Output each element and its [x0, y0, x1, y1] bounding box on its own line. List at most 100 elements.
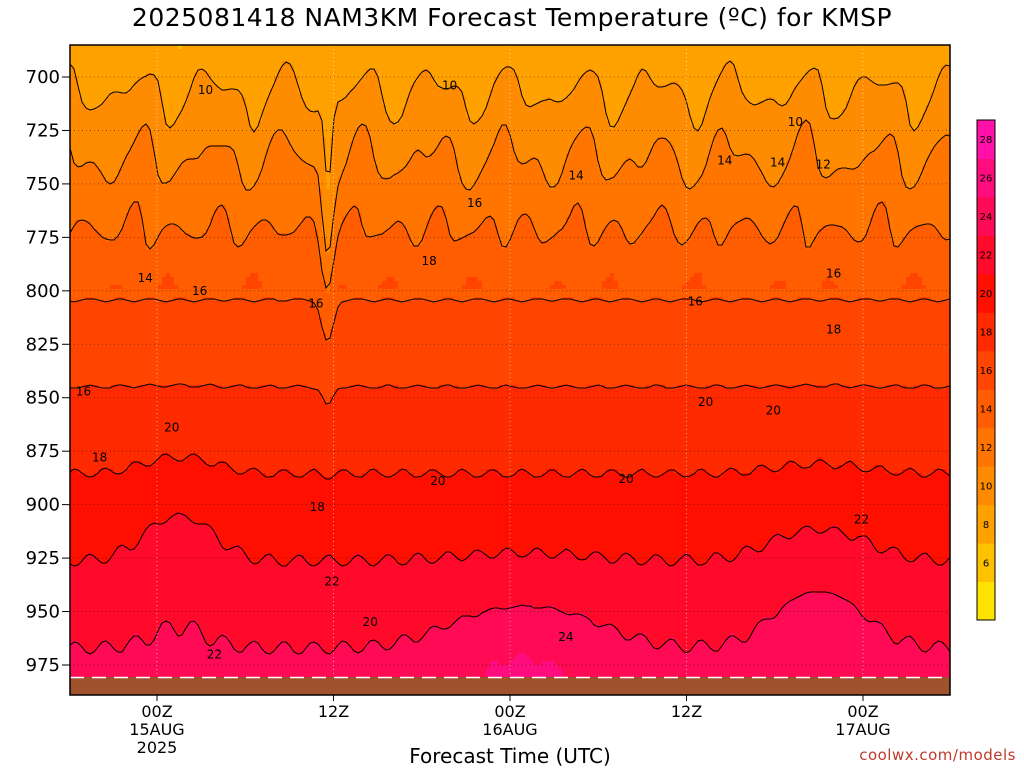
heatmap-cell	[454, 65, 459, 70]
heatmap-cell	[158, 57, 163, 62]
heatmap-cell	[854, 105, 859, 110]
heatmap-cell	[306, 49, 311, 54]
heatmap-cell	[290, 73, 295, 78]
heatmap-cell	[774, 85, 779, 90]
heatmap-cell	[310, 77, 315, 82]
heatmap-cell	[254, 105, 259, 110]
heatmap-cell	[478, 121, 483, 126]
heatmap-cell	[210, 69, 215, 74]
heatmap-cell	[706, 109, 711, 114]
heatmap-cell	[830, 117, 835, 122]
heatmap-cell	[706, 105, 711, 110]
heatmap-cell	[794, 101, 799, 106]
heatmap-cell	[682, 133, 687, 138]
heatmap-cell	[86, 85, 91, 90]
heatmap-cell	[178, 101, 183, 106]
heatmap-cell	[142, 81, 147, 86]
heatmap-cell	[886, 77, 891, 82]
heatmap-cell	[450, 61, 455, 66]
heatmap-cell	[262, 57, 267, 62]
heatmap-cell	[454, 45, 459, 50]
heatmap-cell	[170, 97, 175, 102]
heatmap-cell	[354, 105, 359, 110]
heatmap-cell	[834, 77, 839, 82]
heatmap-cell	[354, 125, 359, 130]
heatmap-cell	[114, 77, 119, 82]
heatmap-cell	[430, 117, 435, 122]
heatmap-cell	[674, 125, 679, 130]
heatmap-cell	[558, 73, 563, 78]
heatmap-cell	[286, 97, 291, 102]
heatmap-cell	[306, 89, 311, 94]
heatmap-cell	[230, 101, 235, 106]
heatmap-cell	[226, 113, 231, 118]
heatmap-cell	[946, 105, 950, 110]
heatmap-cell	[386, 133, 391, 138]
heatmap-cell	[498, 65, 503, 70]
heatmap-cell	[770, 93, 775, 98]
heatmap-cell	[910, 113, 915, 118]
heatmap-cell	[674, 69, 679, 74]
heatmap-cell	[178, 121, 183, 126]
heatmap-cell	[370, 81, 375, 86]
heatmap-cell	[922, 73, 927, 78]
heatmap-cell	[834, 93, 839, 98]
heatmap-cell	[734, 109, 739, 114]
heatmap-cell	[530, 105, 535, 110]
heatmap-cell	[314, 85, 319, 90]
heatmap-cell	[646, 69, 651, 74]
heatmap-cell	[234, 125, 239, 130]
heatmap-cell	[366, 113, 371, 118]
heatmap-cell	[562, 101, 567, 106]
heatmap-cell	[650, 69, 655, 74]
heatmap-cell	[810, 49, 815, 54]
heatmap-cell	[874, 45, 879, 50]
heatmap-cell	[882, 73, 887, 78]
heatmap-cell	[526, 129, 531, 134]
heatmap-cell	[118, 117, 123, 122]
heatmap-cell	[934, 109, 939, 114]
heatmap-cell	[474, 53, 479, 58]
heatmap-cell	[94, 133, 99, 138]
heatmap-cell	[302, 45, 307, 50]
heatmap-cell	[270, 101, 275, 106]
heatmap-cell	[590, 125, 595, 130]
heatmap-cell	[78, 85, 83, 90]
heatmap-cell	[502, 81, 507, 86]
heatmap-cell	[942, 73, 947, 78]
heatmap-cell	[726, 109, 731, 114]
heatmap-cell	[742, 73, 747, 78]
heatmap-cell	[610, 65, 615, 70]
heatmap-cell	[226, 133, 231, 138]
heatmap-cell	[918, 97, 923, 102]
heatmap-cell	[878, 57, 883, 62]
heatmap-cell	[918, 101, 923, 106]
heatmap-cell	[646, 133, 651, 138]
heatmap-cell	[254, 81, 259, 86]
heatmap-cell	[946, 73, 950, 78]
heatmap-cell	[326, 89, 331, 94]
heatmap-cell	[282, 73, 287, 78]
heatmap-cell	[750, 57, 755, 62]
heatmap-cell	[586, 93, 591, 98]
heatmap-cell	[366, 133, 371, 138]
heatmap-cell	[742, 121, 747, 126]
heatmap-cell	[630, 73, 635, 78]
heatmap-cell	[166, 65, 171, 70]
heatmap-cell	[682, 85, 687, 90]
heatmap-cell	[182, 73, 187, 78]
heatmap-cell	[750, 117, 755, 122]
heatmap-cell	[402, 61, 407, 66]
heatmap-cell	[438, 129, 443, 134]
heatmap-cell	[870, 53, 875, 58]
heatmap-cell	[842, 101, 847, 106]
heatmap-cell	[682, 105, 687, 110]
heatmap-cell	[650, 89, 655, 94]
heatmap-cell	[250, 61, 255, 66]
heatmap-cell	[778, 57, 783, 62]
heatmap-cell	[582, 53, 587, 58]
heatmap-cell	[774, 69, 779, 74]
heatmap-cell	[538, 49, 543, 54]
heatmap-cell	[302, 57, 307, 62]
heatmap-cell	[294, 89, 299, 94]
